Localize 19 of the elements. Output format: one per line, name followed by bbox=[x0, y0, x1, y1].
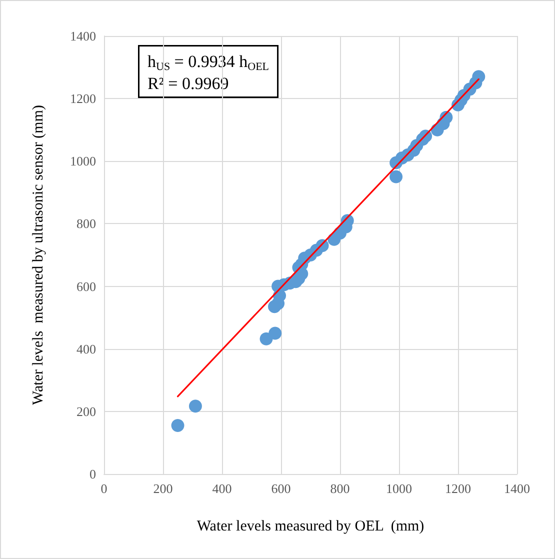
y-tick-label: 1000 bbox=[70, 154, 96, 169]
y-tick-label: 600 bbox=[76, 278, 96, 294]
x-tick-label: 1200 bbox=[445, 481, 471, 496]
x-axis-title: Water levels measured by OEL (mm) bbox=[196, 518, 424, 534]
x-tick-label: 200 bbox=[153, 481, 173, 496]
y-tick-label: 200 bbox=[76, 404, 96, 419]
y-tick-label: 400 bbox=[76, 341, 96, 356]
x-tick-label: 600 bbox=[271, 481, 291, 496]
x-tick-label: 800 bbox=[330, 481, 350, 496]
y-tick-label: 0 bbox=[90, 466, 96, 482]
y-tick-label: 1200 bbox=[70, 91, 96, 106]
y-axis-title: Water levels measured by ultrasonic sensor (mm) bbox=[30, 105, 46, 405]
x-tick-label: 1000 bbox=[386, 481, 412, 496]
x-tick-label: 400 bbox=[212, 481, 232, 496]
y-tick-label: 1400 bbox=[70, 28, 96, 44]
x-tick-label: 0 bbox=[100, 481, 108, 496]
y-tick-label: 800 bbox=[76, 216, 96, 232]
annotation: R² = 0.9969 bbox=[148, 74, 229, 93]
x-tick-label: 1400 bbox=[504, 481, 530, 496]
